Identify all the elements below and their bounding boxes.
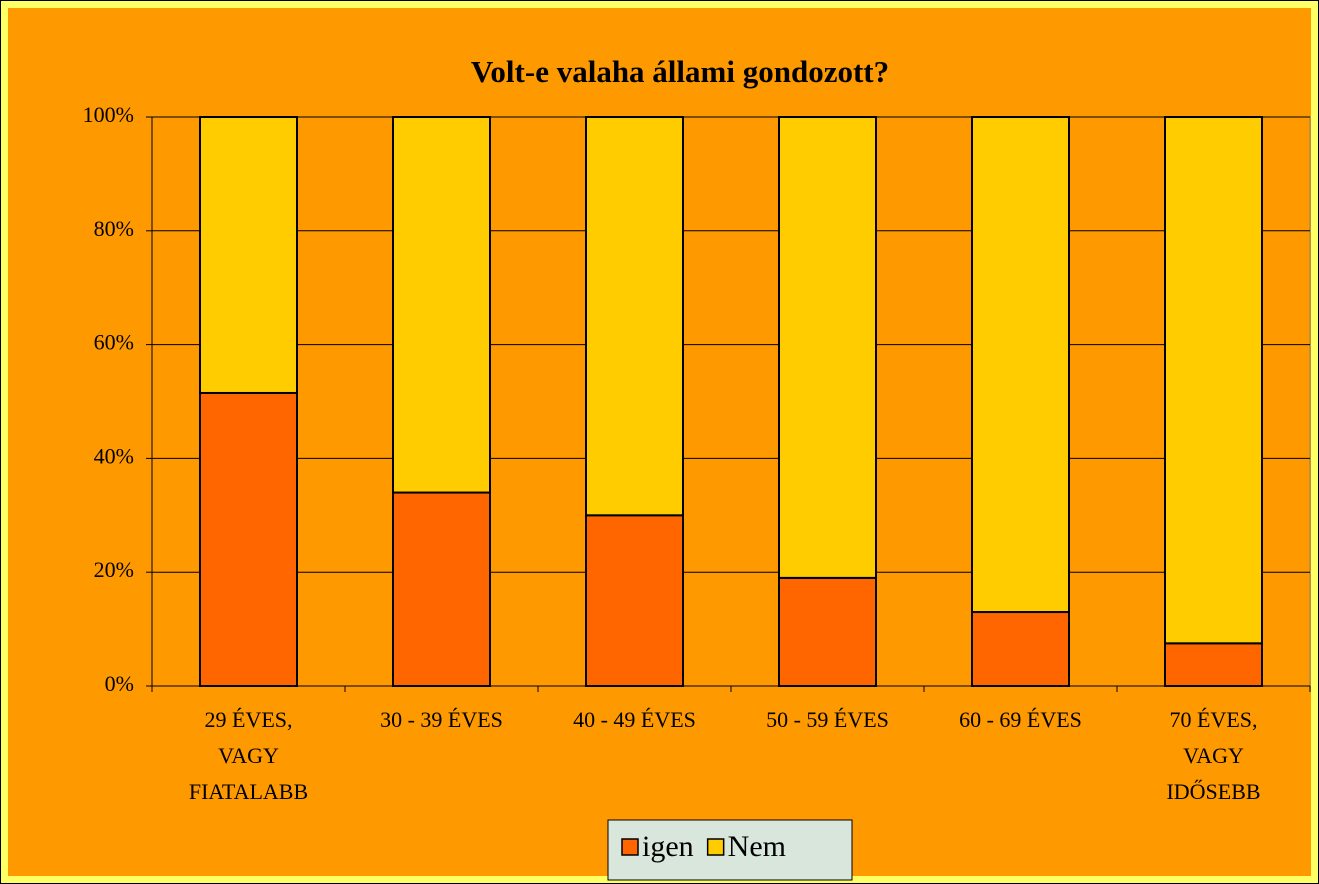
bar-segment: [392, 491, 491, 688]
bar-segment: [199, 391, 298, 687]
x-tick-label-line: VAGY: [1183, 743, 1244, 768]
legend-swatch: [706, 838, 725, 856]
x-tick-label-line: VAGY: [218, 743, 279, 768]
bar-segment: [1164, 642, 1263, 688]
legend: [607, 819, 853, 881]
bar-segment: [778, 576, 877, 688]
y-tick-label: 20%: [94, 557, 134, 582]
bar-segment: [1164, 116, 1263, 645]
x-tick-label: 60 - 69 ÉVES: [959, 707, 1082, 732]
legend-swatch: [621, 838, 639, 856]
y-tick-label: 80%: [94, 216, 134, 241]
bar-segment: [199, 116, 298, 394]
y-tick-label: 60%: [94, 330, 134, 355]
bar-segment: [778, 116, 877, 579]
x-tick-label-line: IDŐSEBB: [1166, 779, 1260, 804]
bar-segment: [585, 116, 684, 517]
legend-label: Nem: [728, 830, 786, 863]
bar-segment: [392, 116, 491, 494]
bar-segment: [971, 611, 1070, 688]
legend-label: igen: [642, 830, 694, 863]
y-tick-label: 40%: [94, 443, 134, 468]
bar-segment: [585, 514, 684, 687]
x-tick-label-line: FIATALABB: [189, 779, 308, 804]
bar-segment: [971, 116, 1070, 614]
x-tick-label: 40 - 49 ÉVES: [573, 707, 696, 732]
x-tick-label: 29 ÉVES, VAGY FIATALABB: [189, 707, 308, 804]
y-tick-label: 0%: [105, 671, 134, 696]
x-tick-label: 50 - 59 ÉVES: [766, 707, 889, 732]
x-tick-label: 30 - 39 ÉVES: [380, 707, 503, 732]
chart-title: Volt-e valaha állami gondozott?: [471, 54, 889, 89]
y-tick-label: 100%: [83, 102, 134, 127]
x-tick-label-line: 29 ÉVES,: [205, 707, 293, 732]
x-tick-label: 70 ÉVES, VAGY IDŐSEBB: [1166, 707, 1260, 804]
x-tick-label-line: 70 ÉVES,: [1170, 707, 1258, 732]
